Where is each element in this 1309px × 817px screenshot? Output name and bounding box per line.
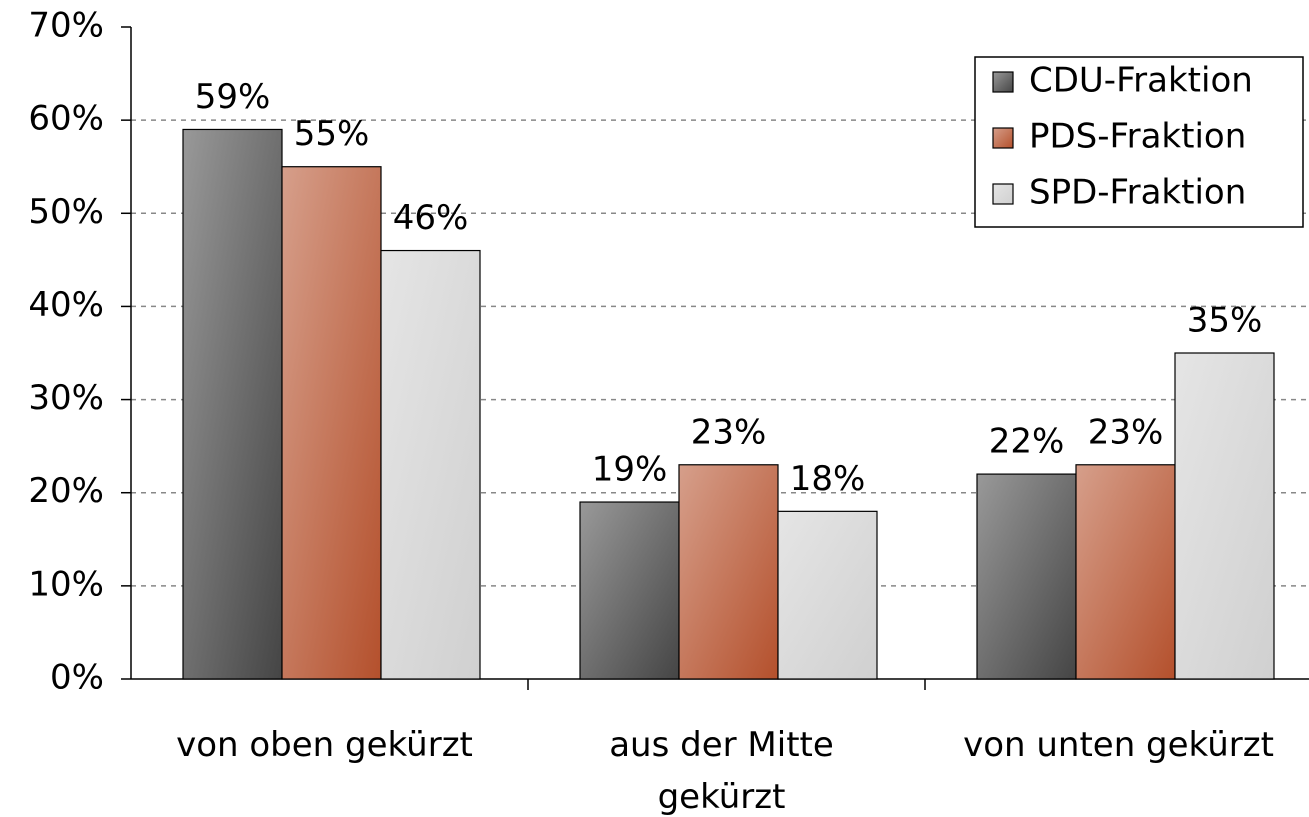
- bar: [976, 473, 1077, 680]
- y-tick-label: 70%: [28, 6, 104, 46]
- data-label: 46%: [393, 198, 469, 238]
- bar: [777, 510, 878, 680]
- data-label: 18%: [790, 459, 866, 499]
- x-tick-label: von unten gekürzt: [963, 725, 1274, 765]
- legend-label: PDS-Fraktion: [1029, 117, 1246, 157]
- bar: [182, 128, 283, 680]
- legend-swatch: [992, 71, 1014, 93]
- data-label: 22%: [989, 422, 1065, 462]
- legend-label: SPD-Fraktion: [1029, 173, 1246, 213]
- bar: [281, 166, 382, 680]
- bar: [380, 249, 481, 680]
- bar: [678, 464, 779, 680]
- legend-box: [974, 56, 1304, 228]
- data-label: 23%: [1088, 412, 1164, 452]
- y-tick-label: 60%: [28, 99, 104, 139]
- legend-label: CDU-Fraktion: [1029, 61, 1253, 101]
- data-label: 23%: [691, 412, 767, 452]
- data-label: 19%: [592, 450, 668, 490]
- y-tick-label: 30%: [28, 378, 104, 418]
- bar: [1075, 464, 1176, 680]
- y-tick-label: 40%: [28, 285, 104, 325]
- legend-swatch: [992, 127, 1014, 149]
- y-tick-label: 10%: [28, 564, 104, 604]
- x-tick-label: von oben gekürzt: [176, 725, 473, 765]
- y-tick-label: 50%: [28, 192, 104, 232]
- x-tick-label: aus der Mitte gekürzt: [609, 725, 834, 817]
- y-tick-label: 20%: [28, 471, 104, 511]
- bar: [1174, 352, 1275, 680]
- data-label: 59%: [195, 77, 271, 117]
- data-label: 55%: [294, 114, 370, 154]
- data-label: 35%: [1187, 301, 1263, 341]
- legend-swatch: [992, 183, 1014, 205]
- y-tick-label: 0%: [50, 658, 104, 698]
- bar: [579, 501, 680, 680]
